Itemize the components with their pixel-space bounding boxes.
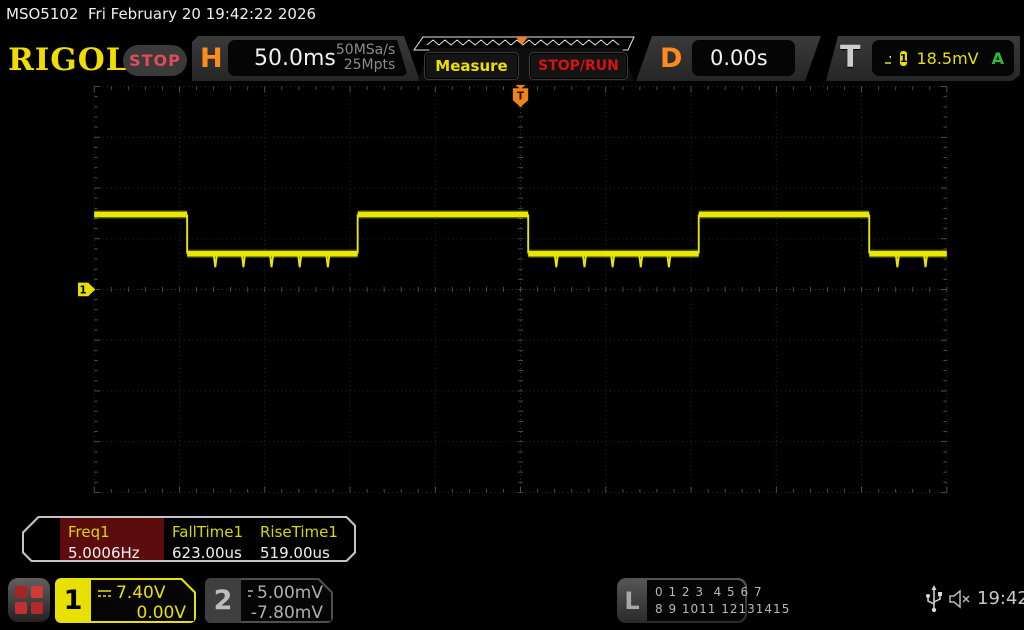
stop-run-button[interactable]: STOP/RUN [529,52,628,80]
grid-lines [93,86,948,493]
logic-channel-list: 0 1 2 3 4 5 6 7 8 9 1011 12131415 [647,580,791,621]
delay-value: 0.00s [710,46,768,70]
channel1-values: 7.40V 0.00V [91,580,194,621]
graticule-area: T 1 [78,84,948,493]
trigger-settings-box[interactable]: T 1 18.5mV A [826,36,1020,81]
square-icon [15,586,27,598]
clock-text: 19:42 [977,588,1024,609]
falling-edge-icon [882,50,891,66]
trigger-label: T [840,40,861,75]
square-icon [31,602,43,614]
horizontal-settings-box[interactable]: H 50.0ms 50MSa/s 25Mpts [192,36,420,81]
horizontal-label: H [200,43,223,74]
channel1-waveform [94,210,947,268]
square-icon [15,602,27,614]
channel2-offset: -7.80mV [250,603,323,623]
sample-rate: 50MSa/s [335,41,396,58]
speaker-muted-icon [949,589,970,609]
trigger-position-tip-icon [515,84,526,90]
acquisition-info: 50MSa/s 25Mpts [336,43,395,74]
four-squares-icon [15,586,43,614]
square-icon [31,586,43,598]
channel1-status-block[interactable]: 1 7.40V 0.00V [55,578,196,623]
dc-coupling-icon [247,588,253,599]
windows-button[interactable] [8,578,50,622]
usb-icon [926,585,942,613]
logic-row-top: 0 1 2 3 4 5 6 7 [655,585,763,600]
measurement-cell-freq[interactable]: Freq1 5.0006Hz [60,518,164,560]
measurement-value: 519.00us [260,544,330,562]
channel1-scale: 7.40V [116,583,166,603]
measurement-cell-risetime[interactable]: RiseTime1 519.00us [252,518,348,560]
delay-settings-box[interactable]: D 0.00s [636,36,821,81]
measurement-value: 5.0006Hz [68,544,140,562]
measurement-panel[interactable]: Freq1 5.0006Hz FallTime1 623.00us RiseTi… [22,516,356,562]
trigger-level-value: 18.5mV [916,48,979,68]
channel1-position-marker-icon[interactable] [78,282,96,297]
logic-channels-block[interactable]: L 0 1 2 3 4 5 6 7 8 9 1011 12131415 [617,578,791,623]
horizontal-inner: 50.0ms 50MSa/s 25Mpts [228,40,408,76]
measurement-value: 623.00us [172,544,242,562]
channel1-marker-number: 1 [80,286,87,297]
measure-button[interactable]: Measure [424,52,519,80]
memory-trigger-position-icon [516,37,528,45]
channel1-offset: 0.00V [136,603,186,623]
trigger-marker-letter: T [517,91,524,102]
status-bar: MSO5102 Fri February 20 19:42:22 2026 [6,5,316,23]
trigger-inner: 1 18.5mV A [872,40,1014,76]
delay-inner: 0.00s [692,40,795,76]
channel2-values: 5.00mV -7.80mV [241,580,331,621]
status-separator [78,5,88,23]
rigol-logo: RIGOL [8,42,129,78]
trigger-position-marker-icon[interactable] [512,88,529,108]
memory-waveform-icon [426,39,620,46]
channel2-number: 2 [205,578,241,623]
logic-row-bottom: 8 9 1011 12131415 [655,601,791,616]
waveform-memory-bar[interactable] [413,36,635,51]
measurement-cell-falltime[interactable]: FallTime1 623.00us [164,518,252,560]
channel1-number: 1 [63,585,83,616]
logic-label: L [624,586,640,615]
trigger-sweep-mode: A [991,48,1004,68]
measurement-name: Freq1 [68,523,110,541]
trigger-source-badge: 1 [899,51,908,65]
run-state-badge: STOP [123,45,187,76]
timebase-value: 50.0ms [254,45,336,71]
measurement-name: FallTime1 [172,523,244,541]
measurement-name: RiseTime1 [260,523,338,541]
dc-coupling-icon [97,588,112,599]
measurement-panel-body: Freq1 5.0006Hz FallTime1 623.00us RiseTi… [24,518,354,560]
channel2-status-block[interactable]: 2 5.00mV -7.80mV [205,578,333,623]
model-name: MSO5102 [6,5,79,23]
datetime-text: Fri February 20 19:42:22 2026 [88,5,317,23]
delay-label: D [660,43,683,74]
channel2-scale: 5.00mV [256,583,323,603]
memory-depth: 25Mpts [343,57,396,73]
